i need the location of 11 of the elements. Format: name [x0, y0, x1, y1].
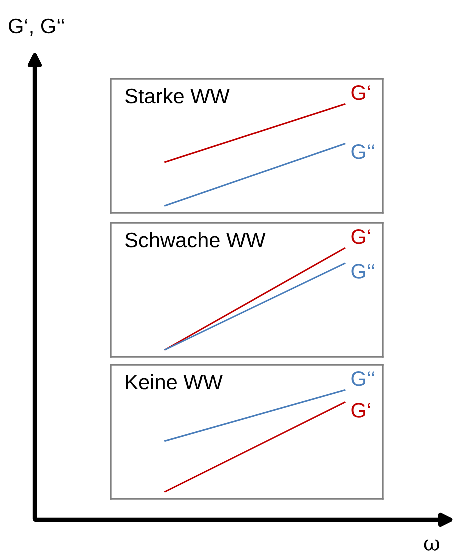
- text: ω: [424, 540, 440, 551]
- series-label: G‘‘: [352, 144, 375, 160]
- series-label: G‘: [352, 230, 370, 244]
- series-label: G‘: [352, 403, 370, 418]
- chart-title: Schwache WW: [126, 232, 266, 248]
- series-label: G‘‘: [352, 264, 375, 279]
- chart-title: Starke WW: [126, 88, 230, 104]
- series-label: G‘: [352, 86, 370, 100]
- text: G‘, G‘‘: [9, 18, 64, 36]
- series-label: G‘‘: [352, 372, 375, 386]
- chart-title: Keine WW: [126, 374, 223, 390]
